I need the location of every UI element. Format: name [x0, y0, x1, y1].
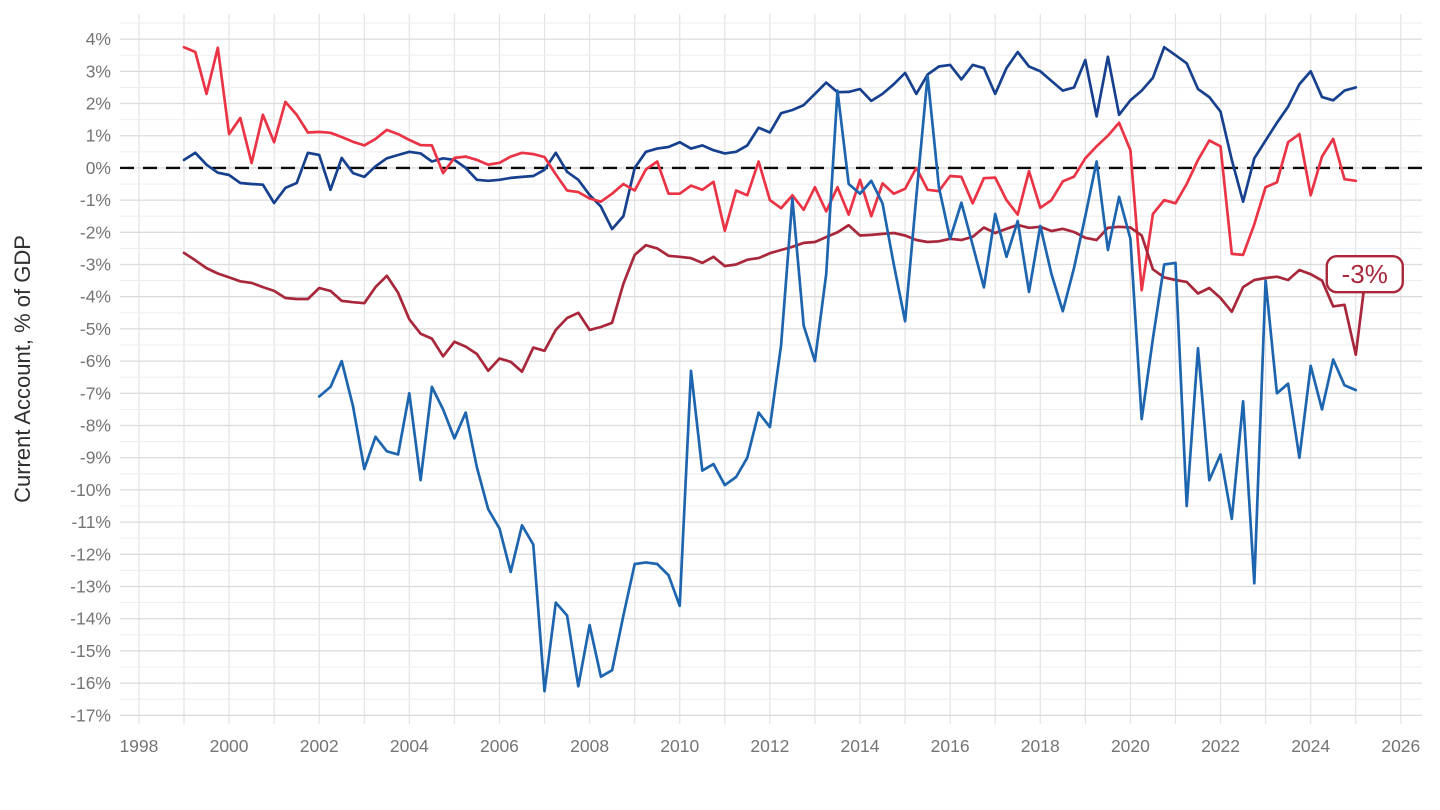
y-tick-label: -1%: [80, 190, 111, 210]
x-tick-label: 2014: [841, 736, 880, 756]
y-tick-label: -9%: [80, 448, 111, 468]
x-tick-label: 2024: [1291, 736, 1330, 756]
x-tick-label: 2008: [570, 736, 609, 756]
x-tick-label: 2022: [1201, 736, 1240, 756]
y-axis-title: Current Account, % of GDP: [10, 235, 35, 503]
y-tick-label: -14%: [70, 609, 111, 629]
y-tick-label: -12%: [70, 544, 111, 564]
minor-gridlines: [120, 14, 1422, 724]
y-tick-label: -17%: [70, 705, 111, 725]
x-tick-label: 2000: [210, 736, 249, 756]
y-tick-label: -8%: [80, 416, 111, 436]
y-tick-label: 1%: [86, 126, 111, 146]
dark-red-line: [182, 223, 1369, 374]
x-tick-label: 2012: [750, 736, 789, 756]
y-tick-label: 3%: [86, 61, 111, 81]
y-tick-label: -3%: [80, 255, 111, 275]
blue-line: [317, 74, 1358, 693]
x-tick-label: 2020: [1111, 736, 1150, 756]
y-tick-label: 2%: [86, 94, 111, 114]
annotation-callout: -3%: [1325, 254, 1404, 294]
data-lines: [182, 45, 1369, 693]
y-tick-label: -5%: [80, 319, 111, 339]
x-tick-label: 1998: [119, 736, 158, 756]
y-tick-label: 4%: [86, 29, 111, 49]
y-tick-label: -16%: [70, 673, 111, 693]
x-tick-label: 2002: [300, 736, 339, 756]
x-tick-label: 2010: [660, 736, 699, 756]
y-tick-label: -2%: [80, 222, 111, 242]
y-axis-tick-labels: 4% 3% 2% 1% 0% -1% -2% -3% -4% -5% -6% -7% -8% -9% -10…: [70, 29, 111, 725]
y-tick-label: -6%: [80, 351, 111, 371]
red-line: [182, 45, 1358, 292]
x-tick-label: 2006: [480, 736, 519, 756]
y-tick-label: -10%: [70, 480, 111, 500]
y-tick-label: -7%: [80, 383, 111, 403]
x-tick-label: 2004: [390, 736, 429, 756]
x-axis-tick-labels: 1998 2000 2002 2004 2006 2008 2010 2012 2014 2016…: [119, 736, 1420, 756]
y-tick-label: -4%: [80, 287, 111, 307]
annotation-box: [1325, 254, 1404, 294]
y-tick-label: -11%: [71, 512, 111, 532]
x-tick-label: 2026: [1381, 736, 1420, 756]
x-tick-label: 2018: [1021, 736, 1060, 756]
y-tick-label: -13%: [70, 577, 111, 597]
navy-line: [182, 45, 1358, 231]
y-tick-label: 0%: [86, 158, 111, 178]
y-tick-label: -15%: [70, 641, 111, 661]
x-tick-label: 2016: [931, 736, 970, 756]
annotation-label: -3%: [1342, 259, 1388, 289]
